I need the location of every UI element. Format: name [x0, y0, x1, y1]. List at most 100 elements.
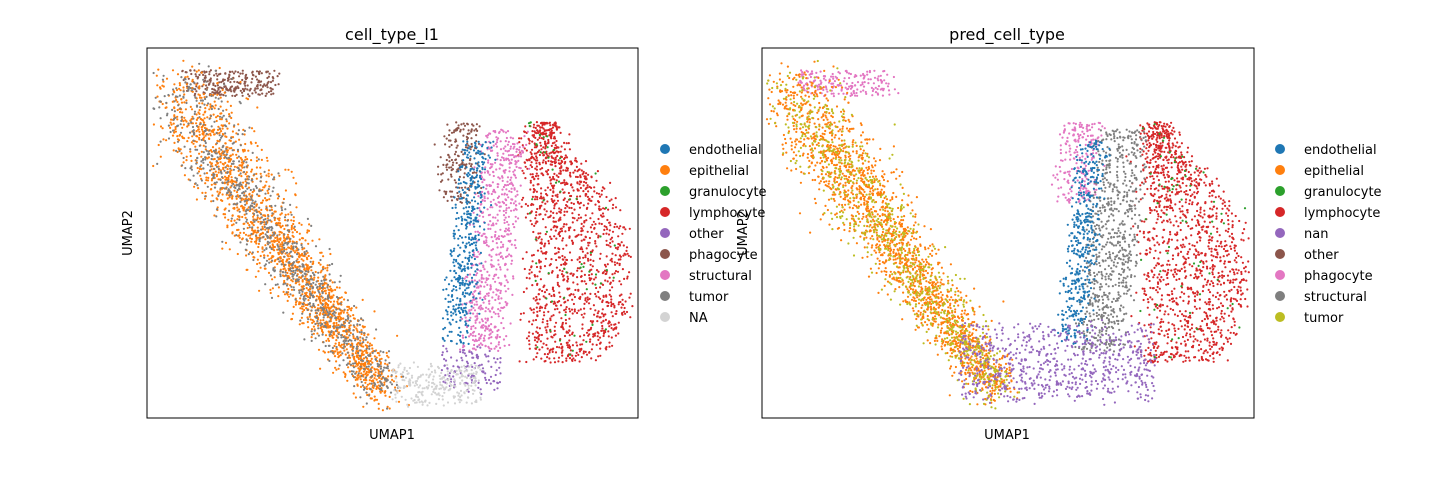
scatter-point: [488, 336, 491, 339]
scatter-point: [255, 204, 258, 207]
scatter-point: [380, 357, 383, 360]
scatter-point: [549, 188, 552, 191]
scatter-point: [372, 386, 375, 389]
scatter-point: [498, 130, 501, 133]
scatter-point: [385, 366, 388, 369]
scatter-point: [271, 278, 274, 281]
scatter-point: [524, 165, 527, 168]
scatter-point: [507, 206, 511, 209]
scatter-point: [274, 210, 277, 213]
scatter-point: [256, 250, 259, 253]
scatter-point: [321, 299, 324, 302]
scatter-point: [477, 142, 481, 145]
scatter-point: [570, 206, 573, 210]
scatter-point: [617, 235, 620, 238]
scatter-point: [360, 359, 363, 362]
scatter-point: [246, 88, 249, 91]
scatter-point: [322, 341, 325, 344]
scatter-point: [547, 310, 550, 313]
scatter-point: [196, 117, 199, 120]
scatter-point: [294, 280, 297, 283]
scatter-point: [195, 159, 198, 162]
scatter-point: [492, 222, 495, 225]
scatter-point: [556, 283, 560, 286]
scatter-point: [476, 129, 479, 132]
scatter-point: [259, 89, 262, 92]
scatter-point: [590, 348, 594, 351]
scatter-point: [506, 176, 510, 179]
scatter-point: [535, 152, 538, 155]
scatter-point: [266, 254, 269, 257]
scatter-point: [597, 355, 600, 358]
scatter-point: [606, 300, 609, 304]
scatter-point: [178, 84, 182, 87]
scatter-point: [497, 235, 500, 238]
scatter-point: [286, 243, 289, 246]
scatter-point: [541, 318, 545, 321]
scatter-point: [237, 123, 240, 126]
scatter-point: [592, 220, 596, 223]
scatter-point: [226, 100, 229, 103]
scatter-point: [323, 279, 326, 282]
scatter-point: [203, 126, 206, 129]
scatter-point: [221, 176, 224, 179]
scatter-point: [302, 265, 305, 268]
scatter-point: [202, 113, 205, 116]
scatter-point: [470, 137, 473, 140]
scatter-point: [342, 371, 345, 374]
scatter-point: [546, 173, 549, 176]
scatter-point: [238, 210, 241, 213]
scatter-point: [472, 325, 475, 328]
scatter-point: [551, 142, 555, 145]
scatter-point: [230, 147, 233, 150]
scatter-point: [178, 134, 181, 137]
scatter-point: [534, 217, 537, 220]
scatter-point: [210, 157, 213, 161]
scatter-point: [388, 407, 391, 410]
scatter-point: [284, 282, 287, 285]
scatter-point: [492, 198, 495, 201]
scatter-point: [274, 240, 277, 243]
scatter-point: [335, 295, 339, 299]
scatter-point: [589, 258, 592, 261]
scatter-point: [200, 155, 203, 158]
scatter-point: [239, 144, 242, 147]
scatter-point: [222, 94, 225, 97]
scatter-point: [537, 293, 540, 296]
scatter-point: [550, 151, 553, 154]
scatter-point: [216, 190, 219, 193]
scatter-point: [201, 130, 204, 133]
scatter-point: [229, 165, 233, 168]
scatter-point: [251, 226, 254, 229]
scatter-point: [385, 385, 388, 388]
scatter-point: [533, 339, 537, 342]
scatter-point: [221, 135, 224, 138]
scatter-point: [450, 175, 453, 178]
scatter-point: [263, 221, 266, 224]
scatter-point: [568, 133, 571, 136]
scatter-point: [181, 135, 184, 138]
scatter-point: [610, 303, 613, 306]
scatter-point: [310, 336, 313, 339]
scatter-point: [587, 202, 590, 205]
scatter-point: [513, 244, 516, 247]
scatter-point: [466, 123, 469, 126]
scatter-point: [298, 291, 301, 294]
scatter-point: [560, 208, 563, 211]
scatter-point: [203, 117, 206, 120]
scatter-point: [205, 132, 208, 136]
scatter-point: [538, 259, 541, 262]
scatter-point: [348, 329, 351, 332]
scatter-point: [559, 227, 562, 230]
scatter-point: [190, 108, 194, 111]
scatter-point: [519, 312, 523, 315]
scatter-point: [278, 241, 281, 244]
scatter-point: [360, 317, 363, 320]
scatter-point: [221, 240, 224, 243]
scatter-point: [276, 75, 279, 78]
scatter-point: [536, 310, 539, 313]
scatter-point: [217, 125, 220, 128]
scatter-point: [497, 343, 500, 346]
scatter-point: [302, 303, 305, 306]
scatter-point: [216, 139, 219, 142]
